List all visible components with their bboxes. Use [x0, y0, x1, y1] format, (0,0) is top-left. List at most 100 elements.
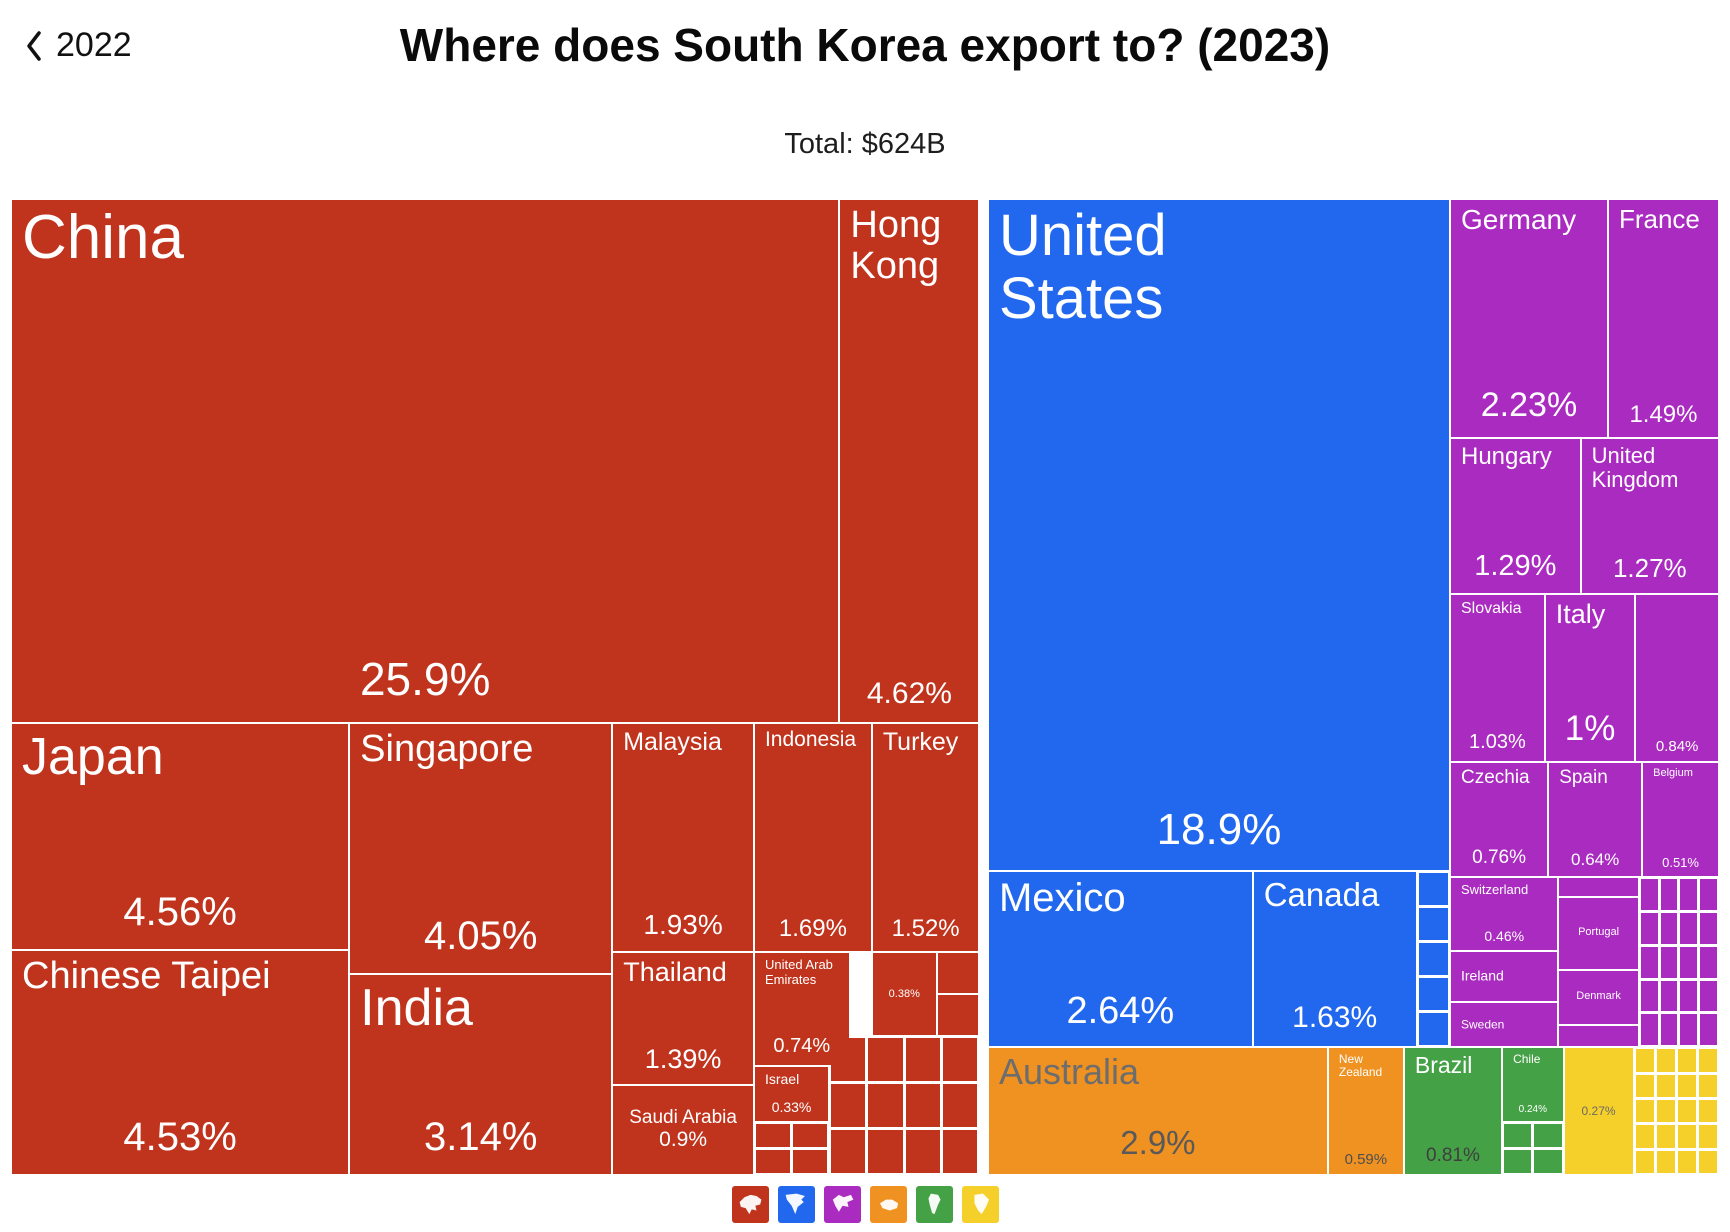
treemap-small-tile[interactable]: [831, 1084, 866, 1128]
treemap-small-tile[interactable]: [1635, 1049, 1654, 1072]
treemap-small-tile[interactable]: [1680, 946, 1698, 978]
treemap-small-tile[interactable]: [1656, 1049, 1675, 1072]
treemap-tile-mexico[interactable]: Mexico 2.64%: [987, 871, 1253, 1048]
treemap-small-tile[interactable]: [1660, 980, 1678, 1012]
treemap-small-tile[interactable]: [1534, 1124, 1562, 1148]
treemap-small-tile[interactable]: [1418, 943, 1448, 976]
treemap-tile-asia-other-2[interactable]: [936, 952, 980, 995]
treemap-tile-europe-other-2[interactable]: [1558, 877, 1639, 897]
treemap-small-tile[interactable]: [1660, 946, 1678, 978]
treemap-small-tile[interactable]: [1635, 1125, 1654, 1148]
back-to-previous-year-button[interactable]: 2022: [24, 26, 132, 65]
treemap-small-tile[interactable]: [831, 1038, 866, 1082]
treemap-tile-canada[interactable]: Canada 1.63%: [1252, 871, 1417, 1048]
treemap-tile-portugal[interactable]: Portugal: [1558, 896, 1639, 971]
treemap-small-tile[interactable]: [1640, 879, 1658, 911]
treemap-small-tile[interactable]: [1418, 978, 1448, 1011]
legend-europe-button[interactable]: [823, 1186, 861, 1223]
legend-asia-button[interactable]: [731, 1186, 769, 1223]
treemap-tile-united-states[interactable]: United States 18.9%: [987, 199, 1450, 872]
treemap-tile-united-kingdom[interactable]: United Kingdom 1.27%: [1580, 438, 1719, 595]
treemap-tile-switzerland[interactable]: Switzerland 0.46%: [1449, 877, 1559, 951]
legend-africa-button[interactable]: [961, 1186, 999, 1223]
treemap-small-tile[interactable]: [1635, 1150, 1654, 1173]
treemap-tile-europe-other-1[interactable]: 0.84%: [1635, 594, 1719, 763]
treemap-small-tile[interactable]: [1635, 1099, 1654, 1123]
treemap-small-tile[interactable]: [1680, 1014, 1698, 1046]
treemap-small-tile[interactable]: [755, 1124, 791, 1148]
legend-south_america-button[interactable]: [915, 1186, 953, 1223]
treemap-small-tile[interactable]: [1504, 1124, 1532, 1148]
treemap-small-tile[interactable]: [755, 1150, 791, 1173]
treemap-tile-germany[interactable]: Germany 2.23%: [1449, 199, 1608, 439]
treemap-small-tile[interactable]: [1635, 1074, 1654, 1097]
treemap-small-tile[interactable]: [1700, 1014, 1717, 1046]
treemap-tile-new-zealand[interactable]: New Zealand 0.59%: [1327, 1047, 1404, 1175]
treemap-tile-asia-other-3[interactable]: [936, 994, 980, 1037]
treemap-small-tile[interactable]: [1656, 1074, 1675, 1097]
treemap-small-tile[interactable]: [1656, 1125, 1675, 1148]
treemap-small-tile[interactable]: [1677, 1099, 1696, 1123]
treemap-small-tile[interactable]: [1698, 1099, 1717, 1123]
treemap-small-tile[interactable]: [1698, 1150, 1717, 1173]
treemap-small-tile[interactable]: [831, 1130, 866, 1173]
treemap-small-tile[interactable]: [1700, 879, 1717, 911]
treemap-tile-india[interactable]: India 3.14%: [349, 973, 613, 1175]
treemap-tile-malaysia[interactable]: Malaysia 1.93%: [612, 723, 754, 953]
treemap-small-tile[interactable]: [1418, 908, 1448, 941]
treemap-tile-china[interactable]: China 25.9%: [11, 199, 840, 724]
treemap-small-tile[interactable]: [1680, 980, 1698, 1012]
treemap-tile-belgium[interactable]: Belgium 0.51%: [1642, 762, 1719, 878]
treemap-tile-chinese-taipei[interactable]: Chinese Taipei 4.53%: [11, 949, 350, 1175]
treemap-tile-united-arab-emirates[interactable]: United Arab Emirates 0.74%: [753, 952, 850, 1066]
treemap-small-tile[interactable]: [793, 1150, 828, 1173]
treemap-tile-czechia[interactable]: Czechia 0.76%: [1449, 762, 1549, 878]
treemap-small-tile[interactable]: [793, 1124, 828, 1148]
legend-north_america-button[interactable]: [777, 1186, 815, 1223]
treemap-small-tile[interactable]: [905, 1130, 941, 1173]
treemap-small-tile[interactable]: [943, 1130, 978, 1173]
treemap-tile-ireland[interactable]: Ireland: [1449, 950, 1559, 1003]
treemap-small-tile[interactable]: [1680, 879, 1698, 911]
treemap-tile-asia-other-1[interactable]: 0.38%: [871, 952, 937, 1037]
treemap-small-tile[interactable]: [943, 1084, 978, 1128]
treemap-small-tile[interactable]: [1677, 1074, 1696, 1097]
treemap-small-tile[interactable]: [1700, 913, 1717, 944]
treemap-small-tile[interactable]: [1698, 1074, 1717, 1097]
treemap-small-tile[interactable]: [1640, 913, 1658, 944]
treemap-tile-europe-other-3[interactable]: [1558, 1024, 1639, 1048]
treemap-tile-hong-kong[interactable]: Hong Kong 4.62%: [839, 199, 980, 724]
treemap-small-tile[interactable]: [943, 1038, 978, 1082]
treemap-tile-italy[interactable]: Italy 1%: [1544, 594, 1636, 763]
treemap-tile-hungary[interactable]: Hungary 1.29%: [1449, 438, 1581, 595]
treemap-small-tile[interactable]: [1534, 1150, 1562, 1173]
treemap-small-tile[interactable]: [1660, 913, 1678, 944]
treemap-tile-brazil[interactable]: Brazil 0.81%: [1403, 1047, 1503, 1175]
treemap-tile-singapore[interactable]: Singapore 4.05%: [349, 723, 613, 974]
treemap-small-tile[interactable]: [905, 1038, 941, 1082]
treemap-small-tile[interactable]: [868, 1084, 903, 1128]
treemap-small-tile[interactable]: [1700, 946, 1717, 978]
treemap-small-tile[interactable]: [1640, 946, 1658, 978]
treemap-small-tile[interactable]: [1660, 1014, 1678, 1046]
treemap-tile-australia[interactable]: Australia 2.9%: [987, 1047, 1328, 1175]
treemap-tile-japan[interactable]: Japan 4.56%: [11, 723, 350, 950]
treemap-small-tile[interactable]: [1640, 980, 1658, 1012]
treemap-tile-slovakia[interactable]: Slovakia 1.03%: [1449, 594, 1545, 763]
treemap-small-tile[interactable]: [1418, 873, 1448, 906]
treemap-small-tile[interactable]: [1698, 1049, 1717, 1072]
treemap-small-tile[interactable]: [1640, 1014, 1658, 1046]
treemap-small-tile[interactable]: [868, 1130, 903, 1173]
treemap-small-tile[interactable]: [1677, 1150, 1696, 1173]
treemap-small-tile[interactable]: [868, 1038, 903, 1082]
legend-oceania-button[interactable]: [869, 1186, 907, 1223]
treemap-tile-africa-other-1[interactable]: 0.27%: [1563, 1047, 1634, 1175]
treemap-small-tile[interactable]: [1656, 1099, 1675, 1123]
treemap-small-tile[interactable]: [1700, 980, 1717, 1012]
treemap-tile-sweden[interactable]: Sweden: [1449, 1002, 1559, 1048]
treemap-small-tile[interactable]: [1698, 1125, 1717, 1148]
treemap-tile-chile[interactable]: Chile 0.24%: [1502, 1047, 1564, 1123]
treemap-small-tile[interactable]: [905, 1084, 941, 1128]
treemap-tile-israel[interactable]: Israel 0.33%: [753, 1065, 830, 1123]
treemap-tile-turkey[interactable]: Turkey 1.52%: [871, 723, 980, 953]
